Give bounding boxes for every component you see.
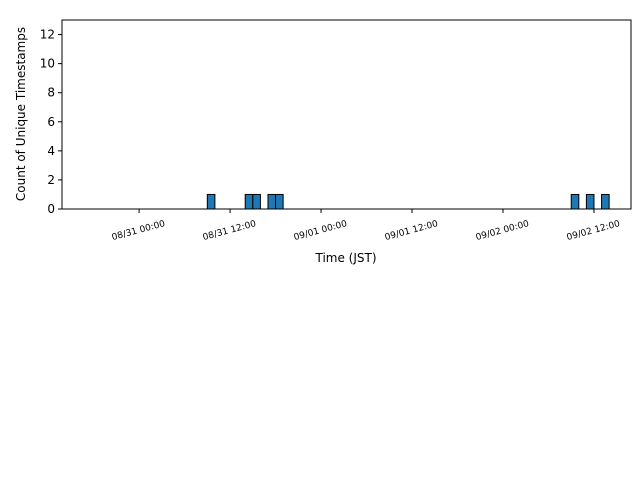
bar	[252, 193, 261, 210]
y-axis-label: Count of Unique Timestamps	[14, 27, 28, 201]
x-tick-label: 08/31 12:00	[202, 219, 258, 243]
y-tick-label: 2	[47, 173, 55, 187]
y-tick-label: 10	[40, 57, 55, 71]
plot-frame	[61, 19, 632, 210]
y-tick-label: 6	[47, 115, 55, 129]
y-tick-label: 0	[47, 202, 55, 216]
bar	[267, 193, 277, 210]
y-tick-label: 4	[47, 144, 55, 158]
bar	[585, 193, 595, 210]
y-tick-label: 8	[47, 86, 55, 100]
x-tick-label: 09/01 00:00	[293, 219, 349, 243]
bar	[206, 193, 216, 210]
x-tick-label: 09/02 12:00	[566, 219, 622, 243]
bar	[570, 193, 580, 210]
x-tick-label: 09/01 12:00	[384, 219, 440, 243]
bar	[244, 193, 254, 210]
y-tick-label: 12	[40, 28, 55, 42]
x-tick-label: 08/31 00:00	[111, 219, 167, 243]
x-tick-label: 09/02 00:00	[475, 219, 531, 243]
bar	[275, 193, 284, 210]
bar	[601, 193, 610, 210]
x-axis-label: Time (JST)	[314, 251, 376, 265]
